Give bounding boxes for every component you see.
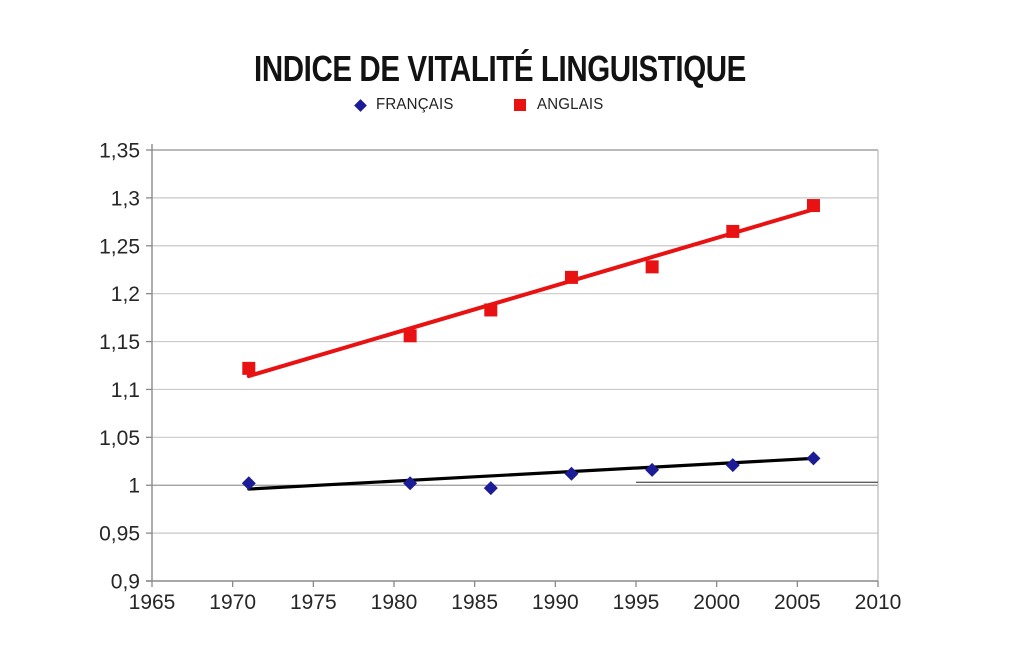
- point-francais: [483, 481, 498, 496]
- y-tick-label: 0,9: [111, 571, 140, 594]
- point-anglais: [564, 270, 578, 284]
- y-tick-label: 1,25: [99, 235, 140, 258]
- point-francais: [564, 466, 579, 481]
- y-tick-label: 1,2: [111, 283, 140, 306]
- y-tick-label: 1,15: [99, 331, 140, 354]
- x-tick-label: 2000: [693, 591, 740, 614]
- chart-title: INDICE DE VITALITÉ LINGUISTIQUE: [254, 48, 746, 89]
- trendline-francais: [247, 456, 816, 491]
- point-anglais: [242, 361, 256, 375]
- point-francais: [241, 476, 256, 491]
- point-francais: [725, 458, 740, 473]
- x-tick-label: 2010: [855, 591, 902, 614]
- point-anglais: [806, 199, 820, 213]
- x-tick-label: 1975: [290, 591, 337, 614]
- point-anglais: [726, 224, 740, 238]
- point-anglais: [484, 303, 498, 317]
- point-francais: [403, 476, 418, 491]
- chart-legend: FRANÇAIS ANGLAIS: [0, 96, 994, 114]
- y-tick-label: 1,3: [111, 187, 140, 210]
- x-tick-label: 1985: [451, 591, 498, 614]
- point-francais: [645, 462, 660, 477]
- legend-label-francais: FRANÇAIS: [375, 96, 454, 113]
- point-anglais: [645, 260, 659, 274]
- legend-item-francais: FRANÇAIS: [353, 96, 459, 114]
- trendline-anglais: [246, 207, 816, 379]
- y-tick-label: 1,05: [99, 427, 140, 450]
- legend-label-anglais: ANGLAIS: [537, 96, 604, 113]
- y-tick-label: 0,95: [99, 523, 140, 546]
- legend-item-anglais: ANGLAIS: [514, 96, 608, 114]
- point-francais: [806, 451, 821, 466]
- x-tick-label: 1970: [209, 591, 256, 614]
- y-tick-label: 1,1: [111, 379, 140, 402]
- y-tick-label: 1,35: [99, 140, 140, 163]
- x-tick-label: 1965: [129, 591, 176, 614]
- x-tick-label: 2005: [774, 591, 821, 614]
- x-tick-label: 1990: [532, 591, 579, 614]
- x-tick-label: 1980: [371, 591, 418, 614]
- point-anglais: [403, 329, 417, 343]
- x-tick-label: 1995: [613, 591, 660, 614]
- square-marker-icon: [514, 99, 527, 111]
- y-tick-label: 1: [128, 475, 140, 498]
